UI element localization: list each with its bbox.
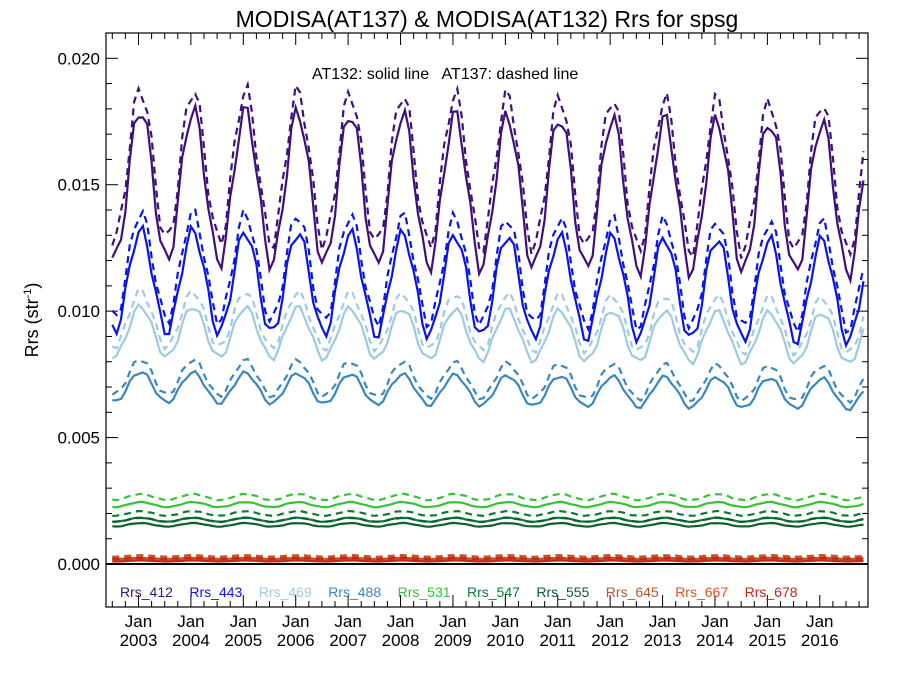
series-line-solid xyxy=(111,101,865,285)
y-axis: 0.000 0.005 0.010 0.015 0.020 xyxy=(57,49,868,574)
x-tick-month: Jan xyxy=(701,612,728,631)
y-tick-label: 0.010 xyxy=(57,302,100,321)
plot-frame xyxy=(105,32,869,608)
series-rrs-547 xyxy=(112,509,864,524)
x-tick-month: Jan xyxy=(177,612,204,631)
series-rrs-469 xyxy=(111,287,865,367)
legend-entry: Rrs_469 xyxy=(259,584,312,600)
x-tick-month: Jan xyxy=(334,612,361,631)
x-tick-year: 2013 xyxy=(644,631,682,650)
series-rrs-555 xyxy=(112,516,864,528)
x-tick-month: Jan xyxy=(806,612,833,631)
x-axis: Jan2003Jan2004Jan2005Jan2006Jan2007Jan20… xyxy=(111,33,860,650)
x-tick-year: 2012 xyxy=(591,631,629,650)
x-tick-month: Jan xyxy=(596,612,623,631)
legend-entry: Rrs_645 xyxy=(606,584,659,600)
series-line-solid xyxy=(112,516,864,524)
x-tick-year: 2009 xyxy=(434,631,472,650)
x-tick-month: Jan xyxy=(282,612,309,631)
x-tick-month: Jan xyxy=(439,612,466,631)
legend-entry: Rrs_488 xyxy=(328,584,381,600)
series-rrs-488 xyxy=(111,357,865,412)
x-tick-month: Jan xyxy=(492,612,519,631)
series-line-dashed xyxy=(112,492,864,502)
series-line-dashed xyxy=(112,553,864,558)
x-tick-year: 2007 xyxy=(329,631,367,650)
x-tick-year: 2008 xyxy=(382,631,420,650)
series-rrs-443 xyxy=(111,206,865,349)
y-tick-label: 0.005 xyxy=(57,429,100,448)
x-tick-month: Jan xyxy=(230,612,257,631)
series-line-solid xyxy=(112,500,864,509)
series-line-dashed xyxy=(111,206,865,336)
legend-entry: Rrs_547 xyxy=(467,584,520,600)
chart-title: MODISA(AT137) & MODISA(AT132) Rrs for sp… xyxy=(236,6,739,32)
y-tick-label: 0.015 xyxy=(57,176,100,195)
series-line-solid xyxy=(111,223,865,349)
x-tick-year: 2006 xyxy=(277,631,315,650)
x-tick-month: Jan xyxy=(754,612,781,631)
y-axis-label: Rrs (str-1) xyxy=(22,283,42,358)
y-axis-label-sup: -1 xyxy=(22,289,34,299)
series-line-solid xyxy=(112,521,864,528)
series-line-solid xyxy=(112,559,864,563)
legend-entry: Rrs_678 xyxy=(745,584,798,600)
series-line-dashed xyxy=(112,556,864,561)
series-line-dashed xyxy=(111,357,865,405)
y-tick-label: 0.000 xyxy=(57,555,100,574)
x-tick-year: 2003 xyxy=(120,631,158,650)
line-style-annotation: AT132: solid line AT137: dashed line xyxy=(312,66,578,83)
series-line-dashed xyxy=(112,509,864,518)
x-tick-month: Jan xyxy=(125,612,152,631)
legend-entry: Rrs_412 xyxy=(120,584,173,600)
legend-entry: Rrs_443 xyxy=(189,584,242,600)
x-tick-year: 2014 xyxy=(696,631,734,650)
x-tick-year: 2015 xyxy=(748,631,786,650)
series-rrs-678 xyxy=(112,556,864,563)
x-tick-year: 2016 xyxy=(801,631,839,650)
legend-entry: Rrs_555 xyxy=(536,584,589,600)
x-tick-year: 2005 xyxy=(224,631,262,650)
y-tick-label: 0.020 xyxy=(57,49,100,68)
x-tick-month: Jan xyxy=(649,612,676,631)
series-line-dashed xyxy=(111,287,865,358)
series-layer xyxy=(111,80,865,563)
series-line-solid xyxy=(111,302,865,367)
legend: Rrs_412 Rrs_443 Rrs_469 Rrs_488 Rrs_531 Rrs_5… xyxy=(120,584,798,600)
x-tick-year: 2004 xyxy=(172,631,210,650)
series-rrs-412 xyxy=(111,80,865,285)
series-rrs-531 xyxy=(112,492,864,509)
legend-entry: Rrs_531 xyxy=(398,584,451,600)
series-line-solid xyxy=(112,369,865,412)
x-tick-month: Jan xyxy=(544,612,571,631)
x-tick-year: 2010 xyxy=(486,631,524,650)
y-axis-label-close: ) xyxy=(22,283,42,289)
legend-entry: Rrs_667 xyxy=(675,584,728,600)
series-line-dashed xyxy=(112,516,864,524)
x-tick-month: Jan xyxy=(387,612,414,631)
x-tick-year: 2011 xyxy=(539,631,576,650)
